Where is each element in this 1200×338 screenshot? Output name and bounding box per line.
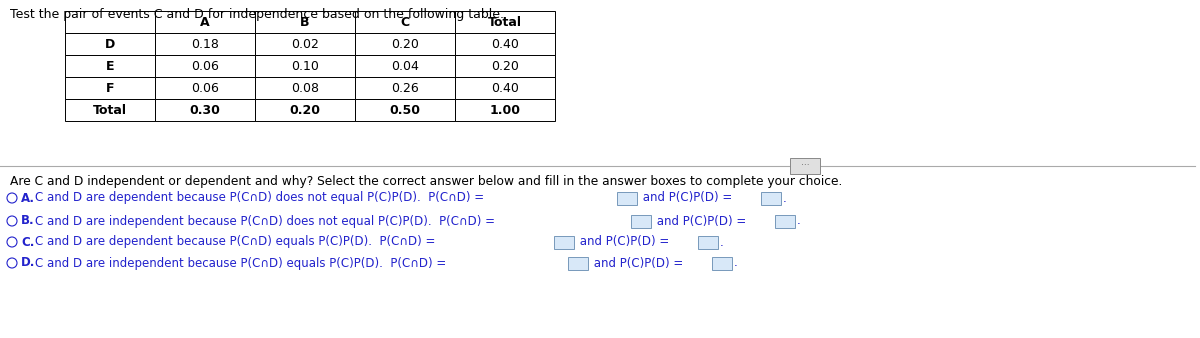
Text: and P(C)P(D) =: and P(C)P(D) = (653, 215, 745, 227)
Bar (455, 11, 554, 33)
Text: 0.10: 0.10 (292, 59, 319, 72)
Text: 0.30: 0.30 (190, 103, 221, 117)
Text: D: D (104, 38, 115, 50)
Text: Total: Total (488, 16, 522, 28)
Bar (155, 99, 256, 121)
Bar (455, 99, 554, 121)
Text: and P(C)P(D) =: and P(C)P(D) = (576, 236, 668, 248)
Text: 0.18: 0.18 (191, 38, 218, 50)
Text: 0.20: 0.20 (391, 38, 419, 50)
Text: .: . (797, 215, 800, 227)
Circle shape (7, 237, 17, 247)
Bar (256, 55, 355, 77)
Text: F: F (106, 81, 114, 95)
Text: C and D are independent because P(C∩D) equals P(C)P(D).  P(C∩D) =: C and D are independent because P(C∩D) e… (35, 257, 446, 269)
Text: 0.20: 0.20 (289, 103, 320, 117)
Text: .: . (734, 257, 738, 269)
Text: 0.20: 0.20 (491, 59, 518, 72)
Bar (155, 55, 256, 77)
Bar (355, 11, 455, 33)
Bar (256, 33, 355, 55)
Bar (761, 192, 781, 204)
Text: C: C (401, 16, 409, 28)
Text: 0.02: 0.02 (292, 38, 319, 50)
Text: .: . (720, 236, 724, 248)
Text: D.: D. (22, 257, 35, 269)
Bar (155, 77, 256, 99)
Bar (455, 55, 554, 77)
Text: A: A (200, 16, 210, 28)
Bar (155, 11, 256, 33)
Text: B: B (300, 16, 310, 28)
Bar (65, 33, 155, 55)
Text: C and D are dependent because P(C∩D) equals P(C)P(D).  P(C∩D) =: C and D are dependent because P(C∩D) equ… (35, 236, 436, 248)
Bar (155, 33, 256, 55)
Text: 0.06: 0.06 (191, 59, 218, 72)
Bar (355, 99, 455, 121)
Text: 0.50: 0.50 (390, 103, 420, 117)
Circle shape (7, 216, 17, 226)
Bar (355, 77, 455, 99)
Bar (355, 33, 455, 55)
Text: 0.06: 0.06 (191, 81, 218, 95)
Text: B.: B. (22, 215, 35, 227)
Bar (256, 77, 355, 99)
Text: 0.40: 0.40 (491, 81, 518, 95)
Text: ···: ··· (800, 162, 809, 170)
Bar (712, 257, 732, 269)
Text: 0.26: 0.26 (391, 81, 419, 95)
Text: C and D are independent because P(C∩D) does not equal P(C)P(D).  P(C∩D) =: C and D are independent because P(C∩D) d… (35, 215, 496, 227)
Bar (775, 215, 794, 227)
Bar (698, 236, 718, 248)
Text: E: E (106, 59, 114, 72)
Bar (568, 257, 588, 269)
Text: Total: Total (94, 103, 127, 117)
Bar (355, 55, 455, 77)
Bar (256, 11, 355, 33)
Text: 0.08: 0.08 (292, 81, 319, 95)
Bar (553, 236, 574, 248)
Text: C.: C. (22, 236, 35, 248)
Bar (256, 99, 355, 121)
Text: A.: A. (22, 192, 35, 204)
Bar (65, 11, 155, 33)
Bar (455, 77, 554, 99)
Text: 0.04: 0.04 (391, 59, 419, 72)
Bar (455, 33, 554, 55)
Text: C and D are dependent because P(C∩D) does not equal P(C)P(D).  P(C∩D) =: C and D are dependent because P(C∩D) doe… (35, 192, 484, 204)
Bar (630, 215, 650, 227)
Text: 1.00: 1.00 (490, 103, 521, 117)
Text: Are C and D independent or dependent and why? Select the correct answer below an: Are C and D independent or dependent and… (10, 175, 842, 188)
Bar (65, 77, 155, 99)
Circle shape (7, 258, 17, 268)
Text: and P(C)P(D) =: and P(C)P(D) = (638, 192, 732, 204)
Text: .: . (782, 192, 786, 204)
Text: and P(C)P(D) =: and P(C)P(D) = (589, 257, 683, 269)
Bar (65, 55, 155, 77)
Circle shape (7, 193, 17, 203)
Bar (790, 158, 820, 174)
Bar (617, 192, 636, 204)
Text: 0.40: 0.40 (491, 38, 518, 50)
Text: Test the pair of events C and D for independence based on the following table.: Test the pair of events C and D for inde… (10, 8, 504, 21)
Bar (65, 99, 155, 121)
